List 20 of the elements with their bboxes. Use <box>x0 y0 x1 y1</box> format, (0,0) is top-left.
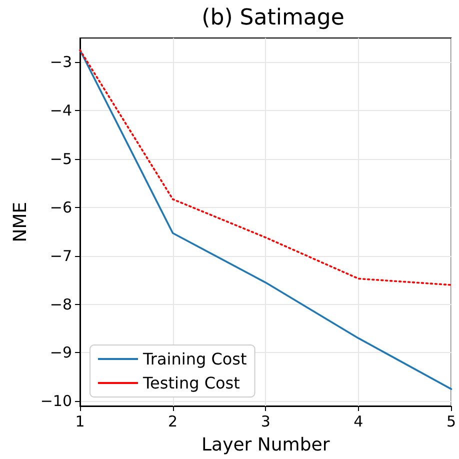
x-tick-label: 4 <box>354 412 364 430</box>
chart-title: (b) Satimage <box>202 6 344 30</box>
y-tick-label: −6 <box>50 198 72 216</box>
y-tick-label: −9 <box>50 344 72 362</box>
x-tick-label: 1 <box>75 412 85 430</box>
x-tick-label: 2 <box>168 412 178 430</box>
y-tick-label: −4 <box>50 102 72 120</box>
legend-label: Testing Cost <box>142 374 240 392</box>
y-axis-title: NME <box>10 202 31 242</box>
legend-label: Training Cost <box>142 350 247 368</box>
y-tick-label: −8 <box>50 295 72 314</box>
y-tick-label: −5 <box>50 150 72 168</box>
line-series <box>79 49 452 390</box>
y-tick-label: −7 <box>50 246 72 265</box>
x-tick-label: 5 <box>446 412 456 430</box>
x-axis-title: Layer Number <box>202 434 330 456</box>
line-series <box>79 49 452 286</box>
y-tick-label: −3 <box>50 53 72 72</box>
x-tick-label: 3 <box>260 412 270 430</box>
y-tick-label: −10 <box>40 392 72 410</box>
